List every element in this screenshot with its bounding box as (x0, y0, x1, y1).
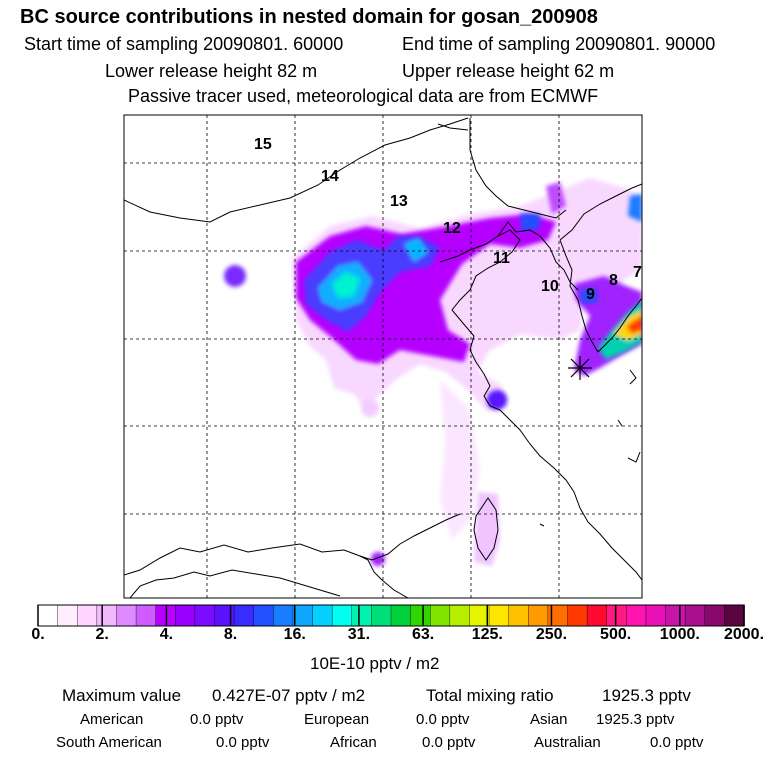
colorbar-tick-label: 125. (471, 626, 503, 643)
colorbar-tick-label: 16. (283, 626, 306, 643)
colorbar-cell (488, 604, 510, 627)
colorbar-cell (508, 604, 529, 627)
region-value-south-american: 0.0 pptv (216, 734, 270, 751)
plume-korea-hotspot (598, 300, 642, 360)
colorbar-cell (449, 604, 471, 627)
colorbar-cell (586, 604, 608, 627)
colorbar-tick-label: 1000. (659, 626, 700, 643)
colorbar-cell (724, 604, 745, 627)
colorbar-cell (626, 604, 647, 627)
region-name-asian: Asian (530, 711, 568, 728)
colorbar-cell (214, 604, 235, 627)
grid-label-7: 7 (633, 264, 642, 281)
colorbar-cell (645, 604, 667, 627)
coastlines (124, 117, 642, 598)
colorbar-cell (175, 604, 196, 627)
colorbar-tick-label: 2. (95, 626, 109, 643)
colorbar-cell (371, 604, 392, 627)
colorbar-cell (135, 604, 157, 627)
grid-label-12: 12 (443, 220, 461, 237)
colorbar-tick-label: 8. (223, 626, 238, 643)
region-name-south-american: South American (56, 734, 162, 751)
grid-label-9: 9 (586, 286, 595, 303)
colorbar-cell (57, 604, 78, 627)
colorbar-cell (351, 604, 373, 627)
colorbar-tick-label: 63. (411, 626, 435, 643)
region-value-european: 0.0 pptv (416, 711, 470, 728)
colorbar-units: 10E-10 pptv / m2 (310, 654, 440, 673)
colorbar-cell (665, 604, 686, 627)
region-value-australian: 0.0 pptv (650, 734, 704, 751)
colorbar-cell (253, 604, 275, 627)
region-name-australian: Australian (534, 734, 601, 751)
region-value-asian: 1925.3 pptv (596, 711, 675, 728)
upper-release-height: Upper release height 62 m (402, 61, 615, 81)
grid-label-13: 13 (390, 193, 408, 210)
colorbar-cell (606, 604, 628, 627)
colorbar-tick-label: 500. (600, 626, 632, 643)
colorbar-cell (390, 604, 412, 627)
colorbar-cell (567, 604, 588, 627)
max-value-label: Maximum value (62, 686, 182, 705)
colorbar-cell (194, 604, 216, 627)
lower-release-height: Lower release height 82 m (105, 61, 318, 81)
colorbar-cell (528, 604, 549, 627)
colorbar-tick-label: 250. (535, 626, 568, 643)
colorbar-tick-label: 2000. (723, 626, 765, 643)
grid-label-11: 11 (493, 250, 510, 267)
colorbar-cell (77, 604, 98, 627)
colorbar-cell (292, 604, 314, 627)
total-mixing-label: Total mixing ratio (426, 686, 554, 705)
grid-label-14: 14 (321, 168, 339, 185)
tracer-note: Passive tracer used, meteorological data… (128, 86, 599, 106)
colorbar-cell (704, 604, 726, 627)
end-time-label: End time of sampling 20090801. 90000 (402, 34, 716, 54)
colorbar-cell (96, 604, 118, 627)
plume-high (304, 194, 642, 332)
colorbar-tick-label: 31. (347, 626, 371, 643)
grid-label-8: 8 (609, 272, 618, 289)
region-value-american: 0.0 pptv (190, 711, 244, 728)
colorbar-cell (430, 604, 451, 627)
grid-label-15: 15 (254, 136, 272, 153)
colorbar (37, 604, 745, 627)
colorbar-tick-label: 4. (159, 626, 174, 643)
colorbar-cell (331, 604, 353, 627)
colorbar-cell (410, 604, 431, 627)
plot-title: BC source contributions in nested domain… (20, 6, 598, 28)
receptor-star-icon (568, 356, 592, 380)
colorbar-cell (116, 604, 137, 627)
start-time-label: Start time of sampling 20090801. 60000 (24, 34, 344, 54)
region-name-african: African (330, 734, 377, 751)
region-name-european: European (304, 711, 370, 728)
latlon-grid (124, 115, 642, 598)
region-value-african: 0.0 pptv (422, 734, 476, 751)
colorbar-cell (37, 604, 59, 627)
colorbar-cell (233, 604, 255, 627)
map-frame (123, 114, 643, 599)
max-value: 0.427E-07 pptv / m2 (212, 686, 366, 705)
colorbar-cell (273, 604, 294, 627)
region-name-american: American (80, 711, 144, 728)
colorbar-cell (684, 604, 706, 627)
total-mixing-value: 1925.3 pptv (602, 686, 691, 705)
grid-label-10: 10 (541, 278, 559, 295)
colorbar-tick-label: 0. (31, 626, 45, 643)
colorbar-cell (312, 604, 333, 627)
